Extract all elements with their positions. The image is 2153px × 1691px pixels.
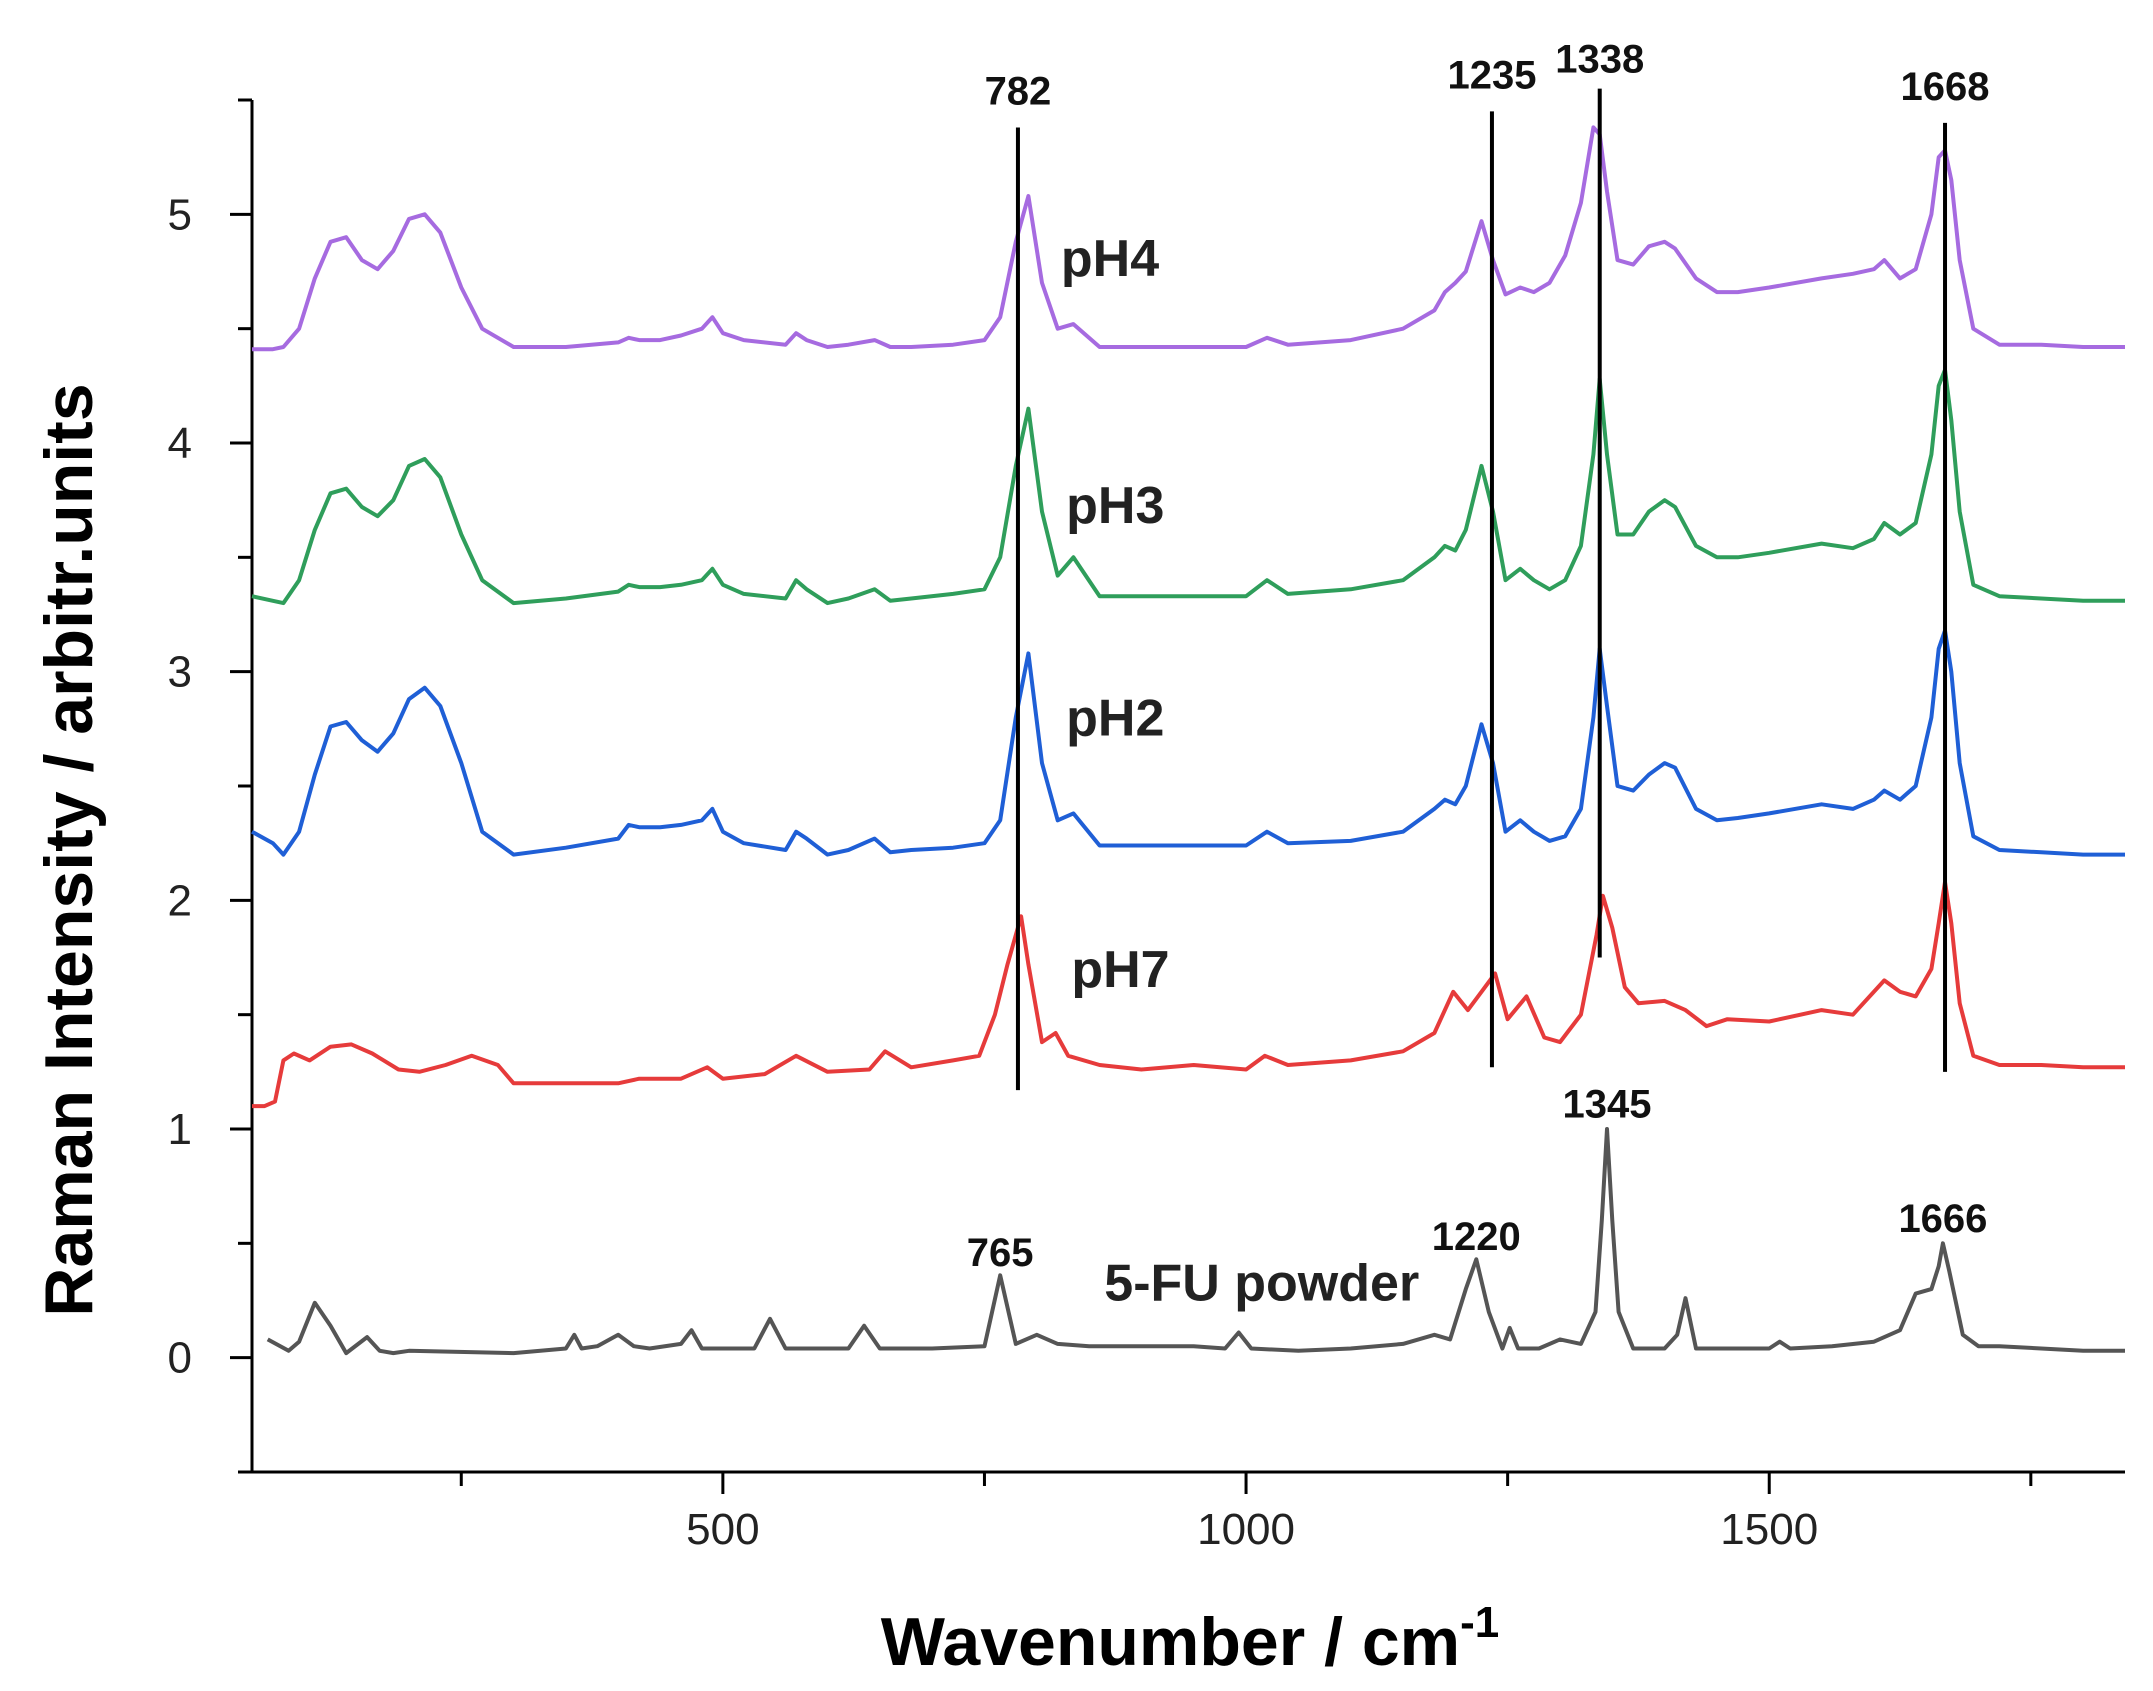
- peak-annotation: 1345: [1563, 1083, 1652, 1127]
- y-tick-label: 5: [168, 190, 192, 239]
- y-tick-label: 0: [168, 1334, 192, 1383]
- reference-line-label: 1338: [1555, 38, 1644, 82]
- reference-line-label: 1668: [1901, 65, 1990, 109]
- series-group: 5-FU powder pH7 pH2 pH3 pH4: [251, 125, 2125, 1356]
- x-tick-label: 1000: [1197, 1505, 1295, 1554]
- x-axis-title-superscript: -1: [1460, 1598, 1499, 1647]
- x-axis-title-text: Wavenumber / cm: [881, 1604, 1460, 1680]
- y-ticks: 0 1 2 3 4 5: [168, 98, 252, 1474]
- reference-line-label: 782: [985, 70, 1052, 114]
- x-axis-title: Wavenumber / cm-1: [881, 1598, 1500, 1680]
- series-label: 5-FU powder: [1104, 1255, 1419, 1313]
- y-tick-label: 1: [168, 1105, 192, 1154]
- series-label: pH2: [1066, 690, 1164, 748]
- reference-line-label: 1235: [1447, 54, 1536, 98]
- y-axis-title: Raman Intensity / arbitr.units: [31, 383, 107, 1316]
- peak-annotation: 765: [967, 1231, 1034, 1275]
- series-label: pH4: [1061, 230, 1159, 288]
- y-tick-label: 4: [168, 419, 192, 468]
- peak-annotation: 1220: [1432, 1215, 1521, 1259]
- series-line-ph2: [251, 628, 2125, 857]
- peak-annotations: 765 1220 1345 1666: [967, 1083, 1988, 1276]
- y-tick-label: 3: [168, 648, 192, 697]
- series-line-ph7: [252, 880, 2125, 1109]
- series-line-5-fu-powder: [266, 1127, 2125, 1356]
- series-line-ph3: [251, 367, 2125, 606]
- y-tick-label: 2: [168, 876, 192, 925]
- peak-annotation: 1666: [1898, 1197, 1987, 1241]
- series-line-ph4: [252, 125, 2125, 352]
- x-tick-label: 1500: [1720, 1505, 1818, 1554]
- x-tick-label: 500: [686, 1505, 759, 1554]
- reference-lines: 782 1235 1338 1668: [985, 38, 1990, 1091]
- x-ticks: 500 1000 1500: [459, 1472, 2033, 1554]
- series-label: pH7: [1071, 941, 1169, 999]
- series-label: pH3: [1066, 477, 1164, 535]
